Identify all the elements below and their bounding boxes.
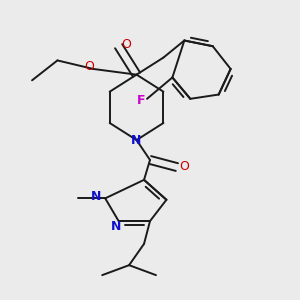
- Text: O: O: [121, 38, 131, 51]
- Text: N: N: [131, 134, 142, 146]
- Text: N: N: [91, 190, 101, 203]
- Text: O: O: [179, 160, 189, 173]
- Text: O: O: [84, 60, 94, 73]
- Text: F: F: [137, 94, 145, 107]
- Text: N: N: [110, 220, 121, 233]
